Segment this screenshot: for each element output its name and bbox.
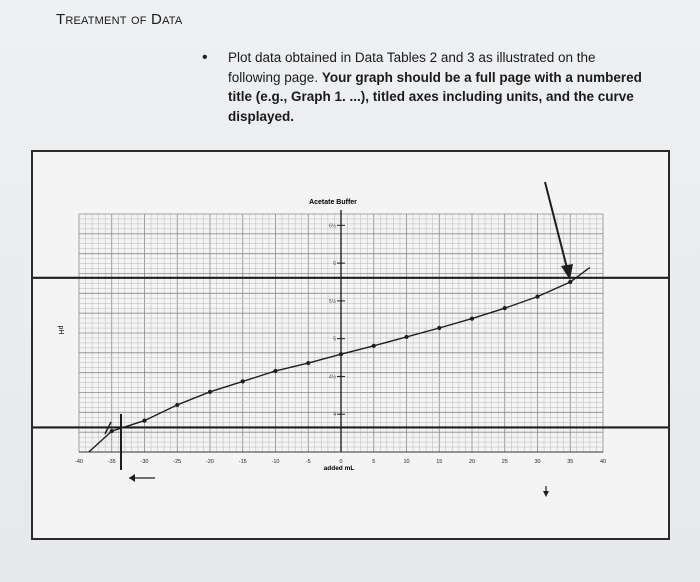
short-tick-mark: [104, 421, 112, 435]
x-tick-label: -35: [108, 459, 116, 465]
data-point: [469, 316, 475, 321]
y-axis-label: pH: [57, 326, 64, 335]
curve-group: [88, 266, 591, 453]
small-arrow-icon: [543, 491, 549, 497]
y-tick-label: 5: [333, 337, 336, 343]
x-tick-label: -10: [272, 459, 280, 465]
data-point: [568, 279, 573, 285]
y-tick-label: 6: [333, 261, 336, 267]
x-axis-label: added mL: [324, 465, 355, 472]
x-tick-label: -40: [75, 459, 83, 465]
data-point: [338, 352, 344, 357]
arrow-down-icon: [561, 264, 573, 280]
section-heading: Treatment of Data: [56, 11, 183, 28]
data-point: [142, 418, 147, 423]
instruction-line-2-bold: Your graph should be a full page with a …: [321, 69, 642, 85]
chart-title: Acetate Buffer: [309, 199, 357, 206]
data-point: [240, 379, 245, 384]
data-points: [109, 279, 573, 434]
data-point: [535, 294, 540, 299]
x-tick-label: 0: [339, 459, 342, 465]
x-tick-label: -25: [173, 459, 181, 465]
instruction-text: Plot data obtained in Data Tables 2 and …: [228, 48, 642, 126]
titration-curve: [111, 266, 591, 432]
y-tick-label: 4: [333, 412, 336, 418]
data-point: [306, 360, 311, 366]
annotation-marks: [104, 181, 573, 497]
x-tick-label: 10: [403, 459, 409, 465]
data-point: [207, 389, 213, 394]
data-point: [437, 325, 442, 331]
x-tick-labels: -40 -35 -30 -25 -20 -15 -10 -5 0 5 10 15 20 25 30 35 40: [75, 459, 606, 465]
y-tick-labels: 4 4½ 5 5½ 6 6½: [329, 222, 345, 418]
instruction-line-1: Plot data obtained in Data Tables 2 and …: [228, 50, 596, 65]
y-tick-label: 4½: [329, 373, 337, 380]
x-tick-label: 40: [600, 459, 606, 465]
data-point: [404, 334, 409, 340]
instruction-line-3-bold: title (e.g., Graph 1. ...), titled axes …: [228, 89, 634, 104]
instruction-bullet: • Plot data obtained in Data Tables 2 an…: [202, 48, 642, 126]
arrow-down-shaft: [544, 181, 569, 273]
arrow-left-icon: [129, 474, 135, 482]
instruction-line-4-bold: displayed.: [228, 108, 295, 124]
x-tick-label: 30: [534, 459, 540, 465]
data-point: [371, 343, 376, 348]
curve-tail: [88, 430, 113, 453]
titration-chart: -40 -35 -30 -25 -20 -15 -10 -5 0 5 10 15 20 25 30 35 40 …: [33, 181, 668, 497]
bullet-icon: •: [202, 49, 208, 66]
instruction-line-2: following page.: [228, 69, 319, 85]
chart-grid: [78, 210, 604, 453]
x-tick-label: 5: [372, 459, 375, 465]
x-tick-label: -30: [141, 459, 149, 465]
x-tick-label: -15: [239, 459, 247, 465]
x-tick-label: 25: [502, 459, 508, 465]
x-tick-label: -20: [206, 459, 214, 465]
data-point: [502, 306, 507, 311]
y-tick-label: 6½: [329, 222, 337, 229]
x-tick-label: 35: [567, 459, 573, 465]
data-point: [273, 368, 278, 374]
x-tick-label: 20: [469, 459, 475, 465]
x-tick-label: 15: [436, 459, 442, 465]
data-point: [175, 402, 180, 408]
data-point: [109, 428, 114, 434]
y-tick-label: 5½: [329, 298, 337, 305]
graph-frame: -40 -35 -30 -25 -20 -15 -10 -5 0 5 10 15 20 25 30 35 40 …: [31, 150, 670, 540]
reference-lines: [33, 276, 668, 429]
x-tick-label: -5: [306, 459, 311, 465]
